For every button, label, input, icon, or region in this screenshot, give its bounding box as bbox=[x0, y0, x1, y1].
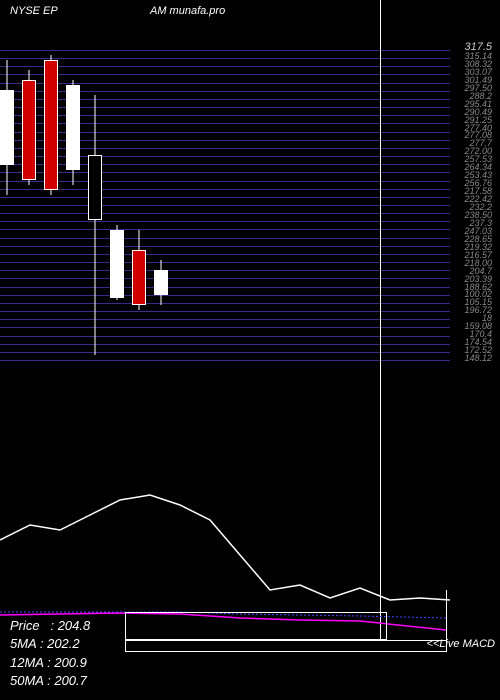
indicator-sub-chart bbox=[0, 470, 500, 610]
macd-label: <<Live MACD bbox=[427, 638, 495, 650]
indicator-line bbox=[0, 495, 450, 600]
indicator-svg bbox=[0, 470, 500, 610]
price-label: Price bbox=[10, 618, 40, 633]
source-label: AM munafa.pro bbox=[150, 5, 225, 17]
ma12-value: : 200.9 bbox=[47, 655, 87, 670]
ma5-label: 5MA bbox=[10, 636, 36, 651]
candlestick-series bbox=[0, 0, 450, 470]
ma50-row: 50MA : 200.7 bbox=[10, 672, 90, 690]
price-row: Price : 204.8 bbox=[10, 617, 90, 635]
ma12-label: 12MA bbox=[10, 655, 43, 670]
ma50-value: : 200.7 bbox=[47, 673, 87, 688]
ma5-value: : 202.2 bbox=[40, 636, 80, 651]
exchange-label: NYSE EP bbox=[10, 5, 58, 17]
price-value: : 204.8 bbox=[50, 618, 90, 633]
ma5-row: 5MA : 202.2 bbox=[10, 635, 90, 653]
ma50-label: 50MA bbox=[10, 673, 43, 688]
main-candlestick-chart: 317.5315.14308.32303.07301.49297.50288.2… bbox=[0, 0, 500, 470]
price-info-box: Price : 204.8 5MA : 202.2 12MA : 200.9 5… bbox=[10, 617, 90, 690]
ma12-row: 12MA : 200.9 bbox=[10, 654, 90, 672]
